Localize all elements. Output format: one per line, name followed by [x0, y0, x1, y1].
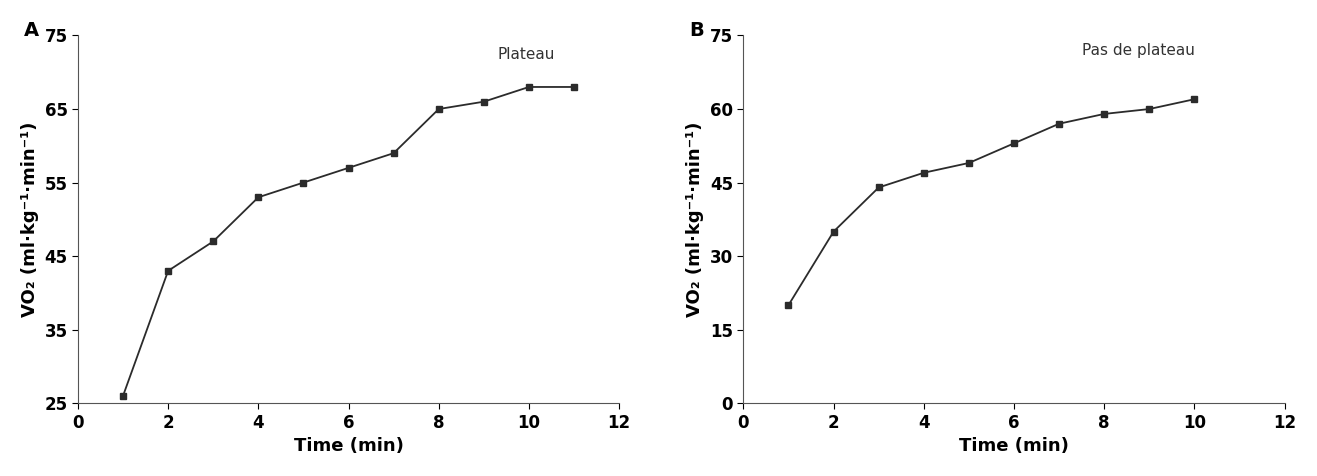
X-axis label: Time (min): Time (min)	[294, 437, 403, 455]
Y-axis label: VO₂ (ml·kg⁻¹·min⁻¹): VO₂ (ml·kg⁻¹·min⁻¹)	[686, 122, 705, 317]
Text: A: A	[24, 21, 40, 40]
X-axis label: Time (min): Time (min)	[959, 437, 1069, 455]
Text: B: B	[689, 21, 705, 40]
Text: Plateau: Plateau	[498, 47, 554, 61]
Text: Pas de plateau: Pas de plateau	[1081, 43, 1195, 58]
Y-axis label: VO₂ (ml·kg⁻¹·min⁻¹): VO₂ (ml·kg⁻¹·min⁻¹)	[21, 122, 38, 317]
